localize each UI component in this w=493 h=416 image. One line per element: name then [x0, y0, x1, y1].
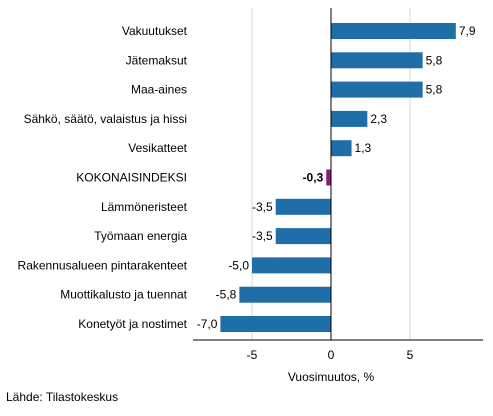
category-label: KOKONAISINDEKSI	[76, 171, 187, 185]
value-label: 7,9	[459, 24, 476, 38]
value-label: -5,8	[216, 288, 237, 302]
category-label: Maa-aines	[131, 83, 187, 97]
category-label: Vakuutukset	[122, 24, 188, 38]
value-label: -3,5	[252, 200, 273, 214]
category-label: Rakennusalueen pintarakenteet	[18, 258, 188, 272]
value-label: -5,0	[228, 258, 249, 272]
value-label: -0,3	[303, 171, 324, 185]
value-label: 5,8	[426, 83, 443, 97]
bar	[239, 286, 331, 303]
category-labels: Vakuutukset Jätemaksut Maa-aines Sähkö, sää…	[18, 24, 188, 331]
x-axis-label: Vuosimuutos, %	[288, 370, 375, 384]
category-label: Vesikatteet	[128, 141, 187, 155]
bar	[326, 169, 331, 186]
x-tick-label: 5	[407, 348, 414, 362]
category-label: Työmaan energia	[94, 229, 187, 243]
bar	[275, 198, 331, 215]
bar	[331, 52, 423, 69]
category-label: Jätemaksut	[126, 53, 188, 67]
category-label: Muottikalusto ja tuennat	[60, 288, 187, 302]
bar	[331, 110, 368, 127]
x-tick-label: -5	[247, 348, 258, 362]
value-label: 2,3	[370, 112, 387, 126]
bar	[331, 81, 423, 98]
source-note: Lähde: Tilastokeskus	[6, 390, 119, 404]
bar	[331, 23, 456, 39]
value-label: 1,3	[355, 141, 372, 155]
bar	[275, 228, 331, 245]
value-labels: 7,9 5,8 5,8 2,3 1,3 -0,3 -3,5 -3,5 -5,0 -5,8 -7,0	[197, 24, 476, 331]
category-label: Sähkö, säätö, valaistus ja hissi	[24, 112, 187, 126]
category-label: Lämmöneristeet	[101, 200, 188, 214]
value-label: -3,5	[252, 229, 273, 243]
value-label: -7,0	[197, 317, 218, 331]
value-label: 5,8	[426, 53, 443, 67]
category-label: Konetyöt ja nostimet	[78, 317, 187, 331]
bar	[252, 257, 331, 274]
x-tick-labels: -5 0 5	[247, 348, 414, 362]
x-tick-label: 0	[328, 348, 335, 362]
bar	[220, 316, 331, 332]
bars	[220, 23, 456, 332]
bar	[331, 140, 352, 157]
